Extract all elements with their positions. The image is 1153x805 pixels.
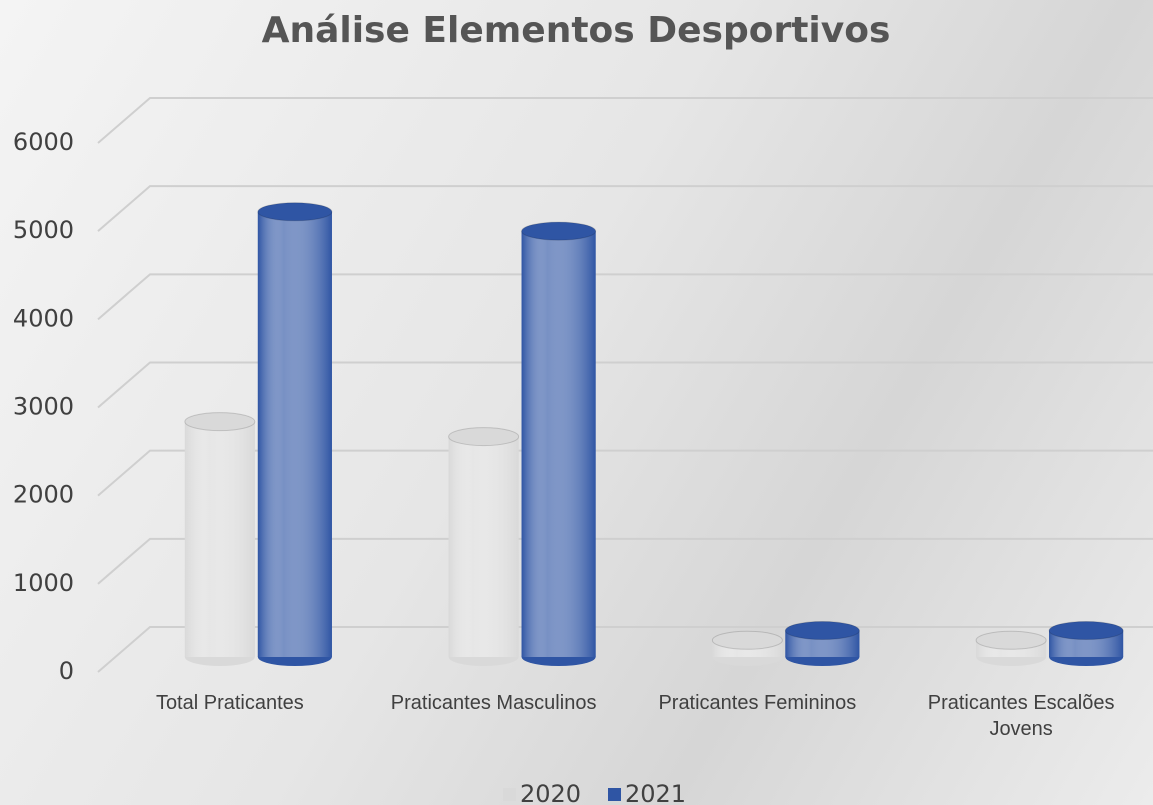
bar: [1048, 621, 1124, 666]
y-tick-label: 6000: [13, 128, 74, 156]
bar-shade: [184, 421, 255, 657]
grid-line: [97, 97, 1153, 144]
grid-line: [97, 361, 1153, 409]
bar: [448, 427, 520, 666]
bar-shade: [448, 436, 519, 657]
legend-label: 2021: [625, 780, 686, 805]
legend-label: 2020: [520, 780, 581, 805]
bar: [521, 221, 597, 666]
bar: [975, 630, 1047, 666]
bar-top: [448, 427, 520, 447]
bar-top: [711, 630, 783, 650]
y-tick-label: 2000: [13, 481, 74, 509]
bar: [711, 630, 783, 666]
y-tick-label: 0: [59, 657, 74, 685]
grid-line: [97, 537, 1153, 585]
grid-line: [97, 185, 1153, 232]
bar-top: [257, 202, 333, 222]
x-tick-label: Total Praticantes: [155, 692, 304, 714]
x-tick-label: Praticantes Masculinos: [390, 692, 597, 714]
bar-top: [975, 630, 1047, 650]
chart-title: Análise Elementos Desportivos: [262, 10, 891, 51]
bar: [257, 202, 333, 666]
y-tick-label: 3000: [13, 393, 74, 421]
y-tick-label: 5000: [13, 216, 74, 244]
x-tick-label: Praticantes Escalões Jovens: [927, 692, 1115, 740]
legend-swatch: [503, 788, 516, 801]
legend-swatch: [608, 788, 621, 801]
grid-line: [97, 449, 1153, 497]
x-tick-label: Praticantes Femininos: [658, 692, 857, 714]
bar-shade: [521, 231, 596, 657]
bar-shade: [257, 211, 332, 657]
grid-line: [97, 273, 1153, 321]
bar-top: [1048, 621, 1124, 641]
bar-top: [184, 412, 256, 432]
bar: [784, 621, 860, 666]
bar: [184, 412, 256, 666]
y-tick-label: 1000: [13, 569, 74, 597]
bar-top: [521, 221, 597, 241]
y-tick-label: 4000: [13, 304, 74, 332]
bar-top: [784, 621, 860, 641]
